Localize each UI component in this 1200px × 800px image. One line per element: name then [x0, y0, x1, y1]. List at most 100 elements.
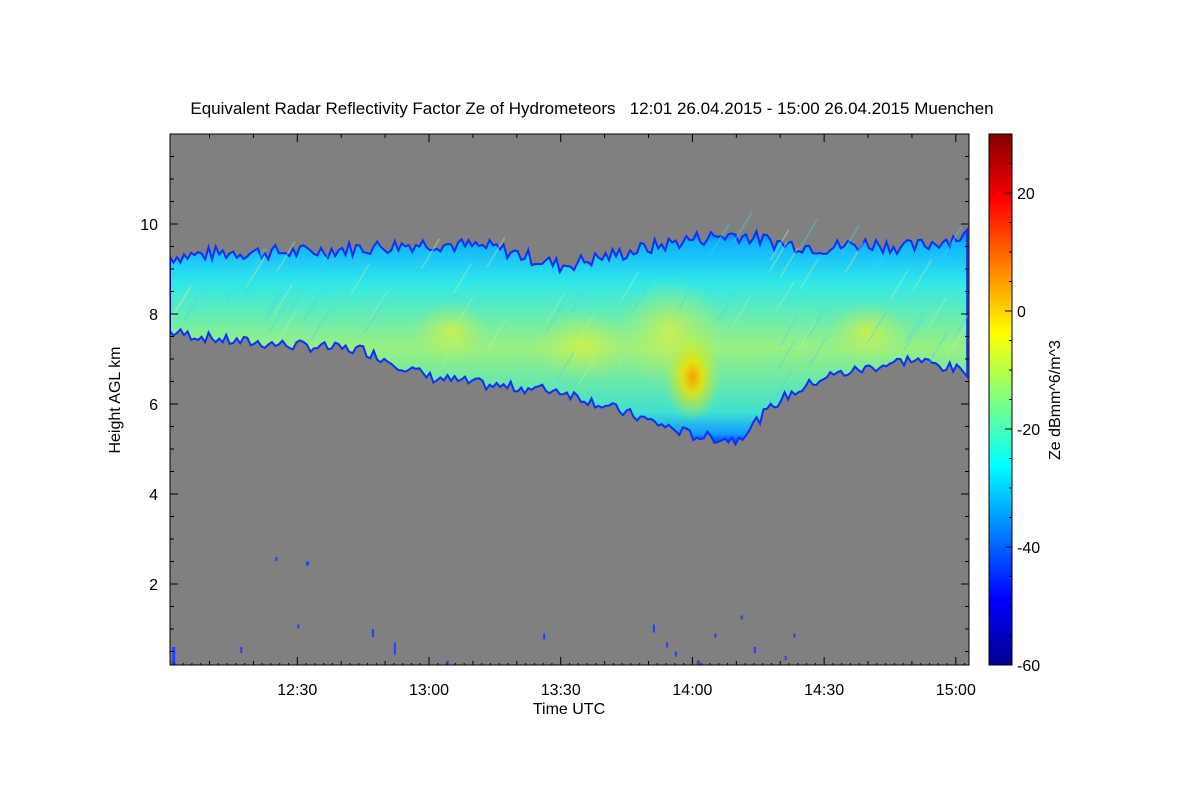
fall-streak: [903, 319, 923, 351]
fall-streak: [618, 334, 638, 366]
fall-streak: [576, 311, 596, 343]
fall-streak: [245, 248, 265, 279]
fall-streak: [454, 296, 474, 328]
fall-streak: [245, 256, 266, 288]
fall-streak: [310, 309, 330, 341]
fall-streak: [577, 355, 597, 387]
clutter-speck: [543, 633, 546, 640]
clutter-speck: [740, 615, 743, 620]
fall-streak: [245, 260, 265, 292]
colorbar-tick-label: 20: [1017, 186, 1035, 203]
fall-streak: [224, 274, 244, 306]
fall-streak: [772, 371, 792, 403]
clutter-speck: [674, 651, 677, 657]
fall-streak: [768, 241, 789, 272]
y-tick-label: 10: [140, 217, 158, 234]
fall-streak: [889, 269, 909, 301]
clutter-speck: [446, 660, 449, 665]
ground-clutter-speckles: [171, 557, 796, 665]
fall-streak: [967, 367, 969, 371]
fall-streak: [368, 290, 389, 322]
clutter-speck: [275, 557, 278, 561]
fall-streak: [303, 290, 323, 322]
fall-streak: [912, 259, 932, 291]
y-axis-label: Height AGL km: [107, 346, 124, 453]
clutter-speck: [753, 647, 756, 653]
fall-streak: [420, 238, 441, 270]
fall-streak: [171, 287, 191, 318]
fall-streak: [806, 308, 826, 340]
fall-streak: [276, 241, 296, 273]
clutter-speck: [297, 624, 300, 629]
clutter-speck: [172, 647, 176, 665]
fall-streak: [569, 283, 590, 314]
colorbar-tick-label: -20: [1017, 422, 1040, 439]
fall-streak: [775, 281, 795, 312]
fall-streak: [183, 290, 204, 321]
clutter-speck: [714, 633, 717, 638]
cloud-layer: [170, 211, 969, 447]
x-tick-label: 12:30: [277, 682, 317, 699]
x-axis-label: Time UTC: [533, 701, 605, 718]
chart-title: Equivalent Radar Reflectivity Factor Ze …: [190, 99, 993, 118]
y-tick-label: 8: [149, 307, 158, 324]
fall-streak: [172, 285, 192, 317]
fall-streak: [927, 297, 948, 329]
clutter-speck: [240, 647, 243, 653]
fall-streak: [350, 263, 370, 295]
colorbar-tick-label: 0: [1017, 304, 1026, 321]
fall-streak: [452, 262, 473, 294]
fall-streak: [779, 247, 799, 279]
fall-streak: [844, 242, 864, 273]
reflectivity-patch: [532, 310, 633, 381]
fall-streak: [904, 311, 925, 343]
clutter-speck: [666, 642, 669, 648]
clutter-speck: [652, 624, 655, 633]
y-tick-label: 6: [149, 397, 158, 414]
fall-streak: [797, 320, 817, 352]
fall-streak: [544, 304, 564, 335]
colorbar-tick-label: -40: [1017, 540, 1040, 557]
fall-streak: [487, 318, 507, 349]
fall-streak: [288, 282, 308, 314]
fall-streak: [265, 285, 285, 317]
x-tick-label: 13:00: [409, 682, 449, 699]
fall-streak: [309, 254, 329, 285]
reflectivity-patch: [828, 302, 909, 362]
fall-streak: [928, 332, 948, 364]
colorbar-label: Ze dBmm^6/m^3: [1047, 340, 1064, 460]
colorbar: [988, 133, 1013, 666]
x-tick-label: 14:30: [804, 682, 844, 699]
fall-streak: [779, 315, 799, 347]
fall-streak: [731, 296, 751, 328]
fall-streak: [264, 290, 284, 322]
fall-streak: [955, 312, 969, 336]
fall-streak: [798, 219, 818, 251]
clutter-speck: [306, 561, 310, 566]
fall-streak: [710, 223, 730, 255]
fall-streak: [441, 334, 461, 366]
reflectivity-patch: [664, 332, 721, 422]
x-tick-label: 13:30: [541, 682, 581, 699]
clutter-speck: [696, 660, 700, 665]
fall-streak: [247, 248, 267, 280]
fall-streak: [546, 292, 566, 324]
fall-streak: [867, 311, 887, 342]
fall-streak: [799, 258, 819, 290]
fall-streak: [363, 303, 383, 335]
clutter-speck: [784, 656, 787, 660]
x-tick-label: 14:00: [672, 682, 712, 699]
fall-streak: [701, 268, 721, 300]
colorbar-tick-label: -60: [1017, 658, 1040, 675]
fall-streak: [863, 258, 883, 290]
fall-streak: [555, 351, 575, 383]
fall-streak: [678, 278, 698, 310]
fall-streak: [273, 284, 293, 316]
fall-streak: [486, 236, 506, 268]
reflectivity-patch: [410, 302, 491, 362]
clutter-speck: [793, 633, 796, 638]
fall-streak: [632, 281, 652, 313]
fall-streak: [243, 268, 263, 300]
fall-streak: [770, 229, 790, 261]
